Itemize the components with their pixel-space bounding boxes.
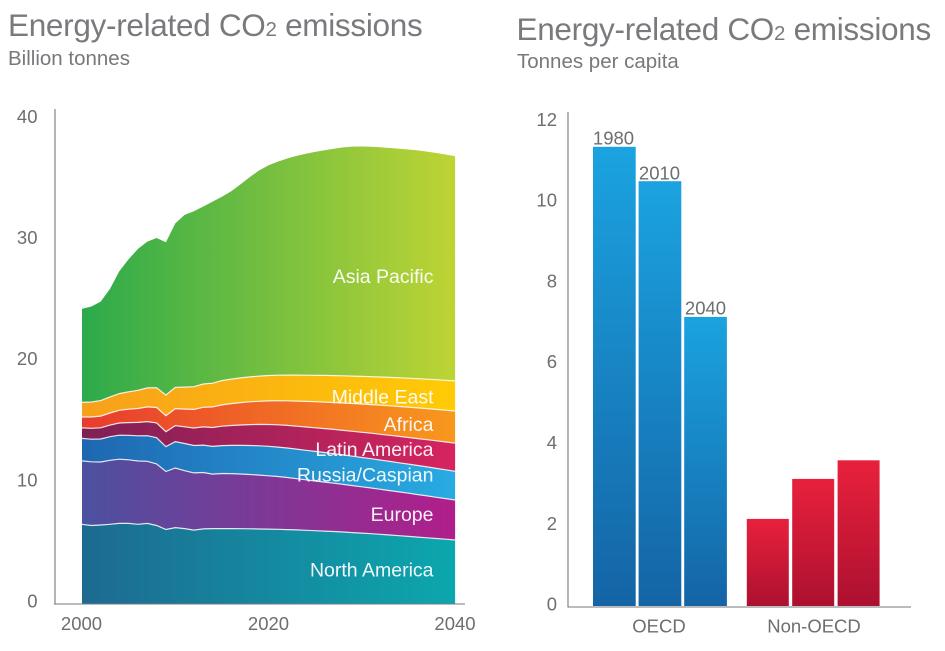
svg-text:Asia Pacific: Asia Pacific [333, 266, 434, 288]
svg-text:2010: 2010 [639, 163, 680, 184]
svg-text:30: 30 [17, 227, 38, 248]
svg-text:6: 6 [547, 351, 557, 372]
svg-text:20: 20 [17, 348, 38, 369]
svg-text:OECD: OECD [632, 616, 685, 637]
svg-text:0: 0 [547, 594, 557, 615]
svg-text:2040: 2040 [434, 613, 475, 634]
svg-text:Africa: Africa [384, 414, 434, 436]
svg-text:North America: North America [310, 560, 434, 582]
svg-text:2000: 2000 [61, 613, 102, 634]
svg-text:8: 8 [547, 270, 557, 291]
svg-text:Non-OECD: Non-OECD [767, 616, 861, 637]
svg-text:Russia/Caspian: Russia/Caspian [297, 465, 434, 487]
svg-text:2040: 2040 [685, 298, 726, 319]
svg-text:Latin America: Latin America [315, 439, 433, 461]
svg-text:12: 12 [536, 109, 557, 130]
svg-text:40: 40 [17, 106, 38, 127]
svg-text:10: 10 [536, 190, 557, 211]
svg-text:Middle East: Middle East [332, 386, 434, 408]
svg-text:4: 4 [547, 432, 557, 453]
svg-text:10: 10 [17, 469, 38, 490]
svg-text:Europe: Europe [371, 504, 434, 526]
svg-text:2020: 2020 [248, 613, 289, 634]
svg-text:0: 0 [27, 591, 37, 612]
svg-text:1980: 1980 [593, 128, 634, 149]
svg-text:2: 2 [547, 513, 557, 534]
